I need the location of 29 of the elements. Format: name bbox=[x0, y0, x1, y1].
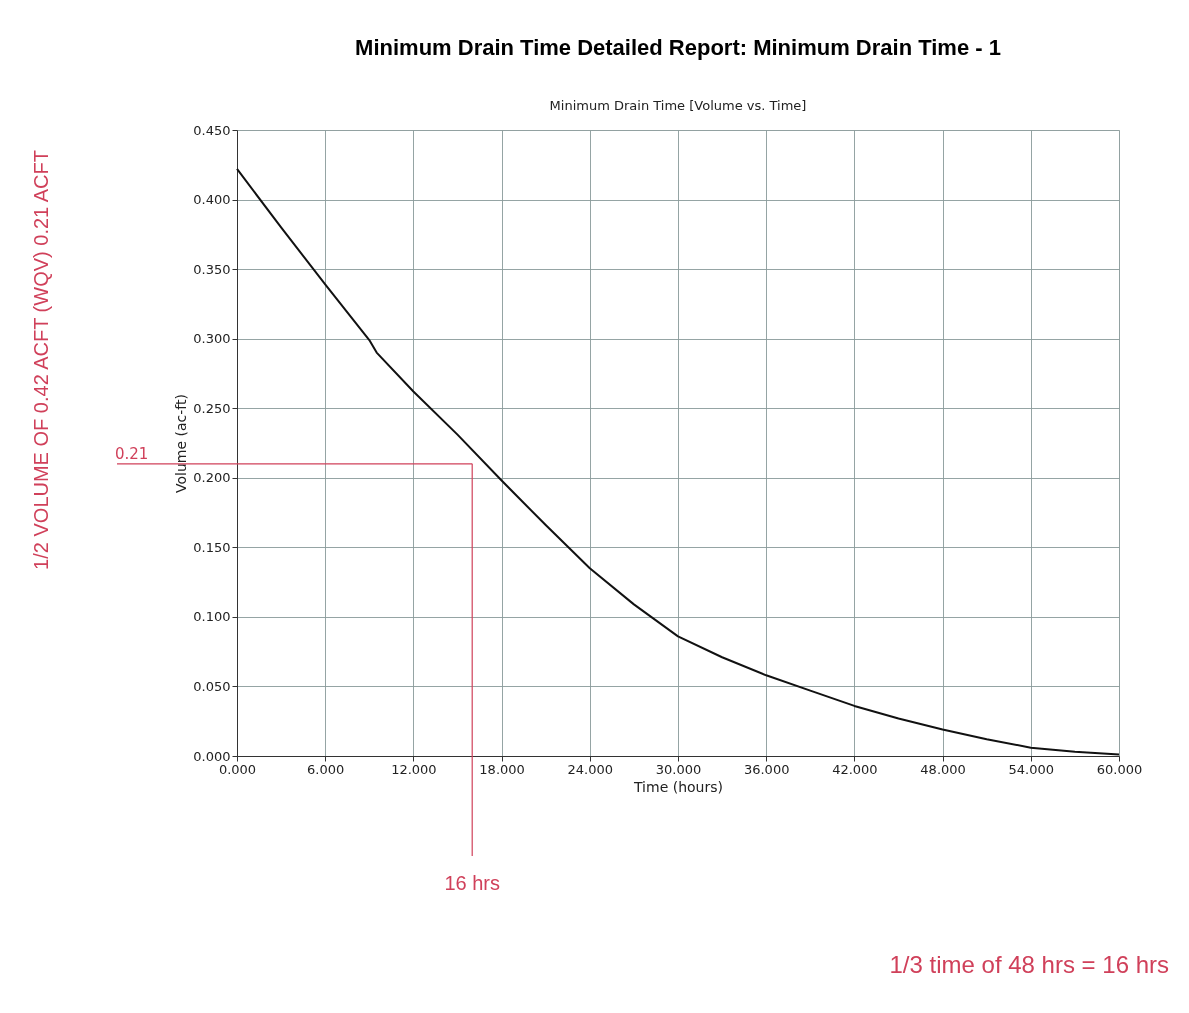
y-tick-label: 0.350 bbox=[193, 261, 231, 277]
y-tick-label: 0.400 bbox=[193, 192, 231, 208]
x-tick-label: 12.000 bbox=[391, 761, 437, 777]
x-tick-label: 6.000 bbox=[307, 761, 345, 777]
ref-line-label: 0.21 bbox=[115, 444, 149, 463]
ref-line-label: 16 hrs bbox=[444, 872, 500, 894]
x-tick-label: 54.000 bbox=[1008, 761, 1055, 777]
y-tick-label: 0.100 bbox=[193, 609, 231, 625]
y-tick-label: 0.200 bbox=[193, 470, 231, 486]
x-tick-label: 30.000 bbox=[655, 761, 702, 777]
x-tick-label: 24.000 bbox=[567, 761, 614, 777]
y-tick-label: 0.300 bbox=[193, 331, 231, 347]
chart-title: Minimum Drain Time Detailed Report: Minimum Drain Time - 1 bbox=[355, 35, 1001, 60]
chart-subtitle: Minimum Drain Time [Volume vs. Time] bbox=[549, 98, 807, 113]
text: 1/3 time of 48 hrs = 16 hrs bbox=[889, 951, 1169, 978]
y-tick-label: 0.050 bbox=[193, 678, 231, 694]
y-tick-label: 0.450 bbox=[193, 122, 231, 138]
x-axis-title: Time (hours) bbox=[633, 778, 723, 795]
x-tick-label: 0.000 bbox=[218, 761, 257, 777]
x-tick-label: 60.000 bbox=[1096, 761, 1143, 777]
y-tick-label: 0.150 bbox=[193, 539, 231, 555]
y-tick-label: 0.000 bbox=[193, 748, 231, 764]
y-tick-label: 0.250 bbox=[193, 400, 231, 416]
x-tick-label: 42.000 bbox=[832, 761, 878, 777]
text: 1/2 VOLUME OF 0.42 ACFT (WQV) 0.21 ACFT bbox=[30, 150, 52, 570]
x-tick-label: 36.000 bbox=[743, 761, 790, 777]
x-tick-label: 48.000 bbox=[920, 761, 966, 777]
y-axis-title: Volume (ac-ft) bbox=[173, 394, 190, 493]
x-tick-label: 18.000 bbox=[479, 761, 525, 777]
